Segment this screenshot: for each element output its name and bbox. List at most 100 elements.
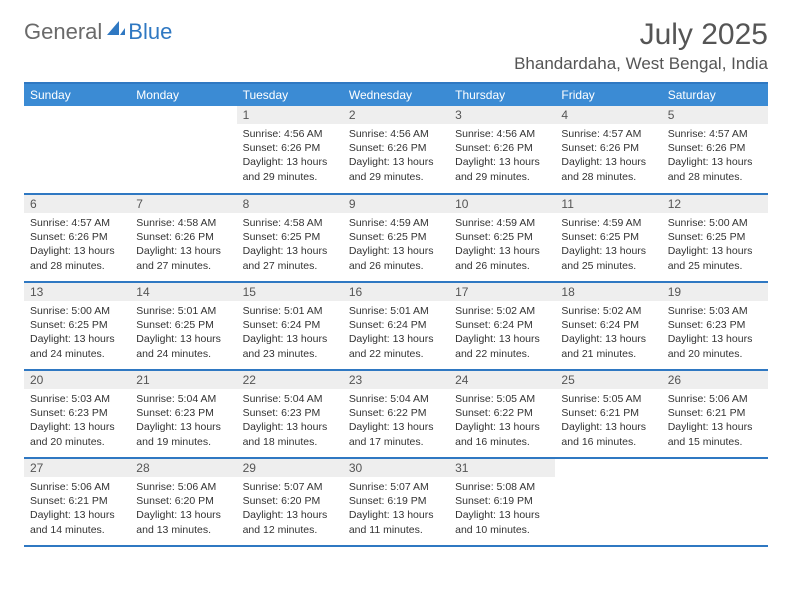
day-data: Sunrise: 5:07 AMSunset: 6:19 PMDaylight:… — [343, 477, 449, 541]
sunset-line: Sunset: 6:21 PM — [561, 406, 655, 420]
sunrise-line: Sunrise: 5:07 AM — [349, 480, 443, 494]
sunrise-line: Sunrise: 5:05 AM — [455, 392, 549, 406]
day-data: Sunrise: 5:02 AMSunset: 6:24 PMDaylight:… — [555, 301, 661, 365]
dayhead-wednesday: Wednesday — [343, 83, 449, 106]
sunset-line: Sunset: 6:22 PM — [349, 406, 443, 420]
sunset-line: Sunset: 6:22 PM — [455, 406, 549, 420]
day-number: 11 — [555, 195, 661, 213]
calendar-day-cell: 23Sunrise: 5:04 AMSunset: 6:22 PMDayligh… — [343, 370, 449, 458]
calendar-day-cell: 30Sunrise: 5:07 AMSunset: 6:19 PMDayligh… — [343, 458, 449, 546]
calendar-day-cell: 2Sunrise: 4:56 AMSunset: 6:26 PMDaylight… — [343, 106, 449, 194]
sunrise-line: Sunrise: 5:04 AM — [243, 392, 337, 406]
daylight-line: Daylight: 13 hours and 23 minutes. — [243, 332, 337, 360]
day-data: Sunrise: 4:57 AMSunset: 6:26 PMDaylight:… — [555, 124, 661, 188]
day-number: 14 — [130, 283, 236, 301]
sunrise-line: Sunrise: 5:08 AM — [455, 480, 549, 494]
sunrise-line: Sunrise: 4:57 AM — [561, 127, 655, 141]
day-data: Sunrise: 5:00 AMSunset: 6:25 PMDaylight:… — [662, 213, 768, 277]
sunset-line: Sunset: 6:19 PM — [455, 494, 549, 508]
sunrise-line: Sunrise: 4:59 AM — [455, 216, 549, 230]
sunrise-line: Sunrise: 5:02 AM — [561, 304, 655, 318]
daylight-line: Daylight: 13 hours and 16 minutes. — [455, 420, 549, 448]
day-data: Sunrise: 5:06 AMSunset: 6:21 PMDaylight:… — [24, 477, 130, 541]
dayhead-friday: Friday — [555, 83, 661, 106]
sunset-line: Sunset: 6:20 PM — [243, 494, 337, 508]
day-data: Sunrise: 5:06 AMSunset: 6:21 PMDaylight:… — [662, 389, 768, 453]
calendar-week-row: 27Sunrise: 5:06 AMSunset: 6:21 PMDayligh… — [24, 458, 768, 546]
day-number: 26 — [662, 371, 768, 389]
calendar-day-cell: 10Sunrise: 4:59 AMSunset: 6:25 PMDayligh… — [449, 194, 555, 282]
calendar-day-cell: 31Sunrise: 5:08 AMSunset: 6:19 PMDayligh… — [449, 458, 555, 546]
day-data: Sunrise: 4:59 AMSunset: 6:25 PMDaylight:… — [449, 213, 555, 277]
calendar-day-cell: 22Sunrise: 5:04 AMSunset: 6:23 PMDayligh… — [237, 370, 343, 458]
sunrise-line: Sunrise: 5:07 AM — [243, 480, 337, 494]
sunset-line: Sunset: 6:21 PM — [668, 406, 762, 420]
daylight-line: Daylight: 13 hours and 22 minutes. — [455, 332, 549, 360]
calendar-day-cell: 4Sunrise: 4:57 AMSunset: 6:26 PMDaylight… — [555, 106, 661, 194]
day-data: Sunrise: 4:59 AMSunset: 6:25 PMDaylight:… — [343, 213, 449, 277]
daylight-line: Daylight: 13 hours and 19 minutes. — [136, 420, 230, 448]
day-data: Sunrise: 5:01 AMSunset: 6:24 PMDaylight:… — [343, 301, 449, 365]
logo-text-blue: Blue — [128, 19, 172, 45]
sunrise-line: Sunrise: 5:02 AM — [455, 304, 549, 318]
logo: General Blue — [24, 18, 172, 45]
calendar-day-cell: 26Sunrise: 5:06 AMSunset: 6:21 PMDayligh… — [662, 370, 768, 458]
sunrise-line: Sunrise: 4:59 AM — [349, 216, 443, 230]
day-data: Sunrise: 5:01 AMSunset: 6:24 PMDaylight:… — [237, 301, 343, 365]
day-data: Sunrise: 5:04 AMSunset: 6:23 PMDaylight:… — [237, 389, 343, 453]
calendar-week-row: 1Sunrise: 4:56 AMSunset: 6:26 PMDaylight… — [24, 106, 768, 194]
sunrise-line: Sunrise: 5:01 AM — [136, 304, 230, 318]
sunrise-line: Sunrise: 5:06 AM — [30, 480, 124, 494]
day-data: Sunrise: 4:58 AMSunset: 6:25 PMDaylight:… — [237, 213, 343, 277]
dayhead-tuesday: Tuesday — [237, 83, 343, 106]
sunset-line: Sunset: 6:26 PM — [136, 230, 230, 244]
calendar-day-cell: 24Sunrise: 5:05 AMSunset: 6:22 PMDayligh… — [449, 370, 555, 458]
dayhead-monday: Monday — [130, 83, 236, 106]
daylight-line: Daylight: 13 hours and 18 minutes. — [243, 420, 337, 448]
calendar-day-cell: 20Sunrise: 5:03 AMSunset: 6:23 PMDayligh… — [24, 370, 130, 458]
calendar-day-cell: 8Sunrise: 4:58 AMSunset: 6:25 PMDaylight… — [237, 194, 343, 282]
day-number: 8 — [237, 195, 343, 213]
day-number: 9 — [343, 195, 449, 213]
month-title: July 2025 — [514, 18, 768, 52]
sunrise-line: Sunrise: 4:58 AM — [243, 216, 337, 230]
day-number: 20 — [24, 371, 130, 389]
calendar-body: 1Sunrise: 4:56 AMSunset: 6:26 PMDaylight… — [24, 106, 768, 546]
day-number: 16 — [343, 283, 449, 301]
daylight-line: Daylight: 13 hours and 29 minutes. — [455, 155, 549, 183]
day-number: 18 — [555, 283, 661, 301]
calendar-day-cell: 28Sunrise: 5:06 AMSunset: 6:20 PMDayligh… — [130, 458, 236, 546]
daylight-line: Daylight: 13 hours and 29 minutes. — [243, 155, 337, 183]
daylight-line: Daylight: 13 hours and 24 minutes. — [30, 332, 124, 360]
day-number: 23 — [343, 371, 449, 389]
dayhead-sunday: Sunday — [24, 83, 130, 106]
day-number: 27 — [24, 459, 130, 477]
sunset-line: Sunset: 6:25 PM — [455, 230, 549, 244]
sunset-line: Sunset: 6:24 PM — [455, 318, 549, 332]
daylight-line: Daylight: 13 hours and 26 minutes. — [455, 244, 549, 272]
day-data: Sunrise: 5:08 AMSunset: 6:19 PMDaylight:… — [449, 477, 555, 541]
day-number: 21 — [130, 371, 236, 389]
calendar-day-cell: 27Sunrise: 5:06 AMSunset: 6:21 PMDayligh… — [24, 458, 130, 546]
sunset-line: Sunset: 6:26 PM — [349, 141, 443, 155]
calendar-week-row: 20Sunrise: 5:03 AMSunset: 6:23 PMDayligh… — [24, 370, 768, 458]
day-number: 12 — [662, 195, 768, 213]
sunset-line: Sunset: 6:25 PM — [349, 230, 443, 244]
sunrise-line: Sunrise: 4:56 AM — [349, 127, 443, 141]
sunset-line: Sunset: 6:24 PM — [561, 318, 655, 332]
calendar-day-cell: 3Sunrise: 4:56 AMSunset: 6:26 PMDaylight… — [449, 106, 555, 194]
sunrise-line: Sunrise: 4:56 AM — [243, 127, 337, 141]
sunrise-line: Sunrise: 5:01 AM — [243, 304, 337, 318]
calendar-day-cell: 14Sunrise: 5:01 AMSunset: 6:25 PMDayligh… — [130, 282, 236, 370]
calendar-day-cell: 6Sunrise: 4:57 AMSunset: 6:26 PMDaylight… — [24, 194, 130, 282]
sunset-line: Sunset: 6:26 PM — [30, 230, 124, 244]
day-number: 3 — [449, 106, 555, 124]
sunset-line: Sunset: 6:24 PM — [243, 318, 337, 332]
day-data: Sunrise: 5:02 AMSunset: 6:24 PMDaylight:… — [449, 301, 555, 365]
day-data: Sunrise: 5:03 AMSunset: 6:23 PMDaylight:… — [662, 301, 768, 365]
day-number: 6 — [24, 195, 130, 213]
day-header-row: Sunday Monday Tuesday Wednesday Thursday… — [24, 83, 768, 106]
daylight-line: Daylight: 13 hours and 20 minutes. — [668, 332, 762, 360]
daylight-line: Daylight: 13 hours and 29 minutes. — [349, 155, 443, 183]
day-number: 10 — [449, 195, 555, 213]
